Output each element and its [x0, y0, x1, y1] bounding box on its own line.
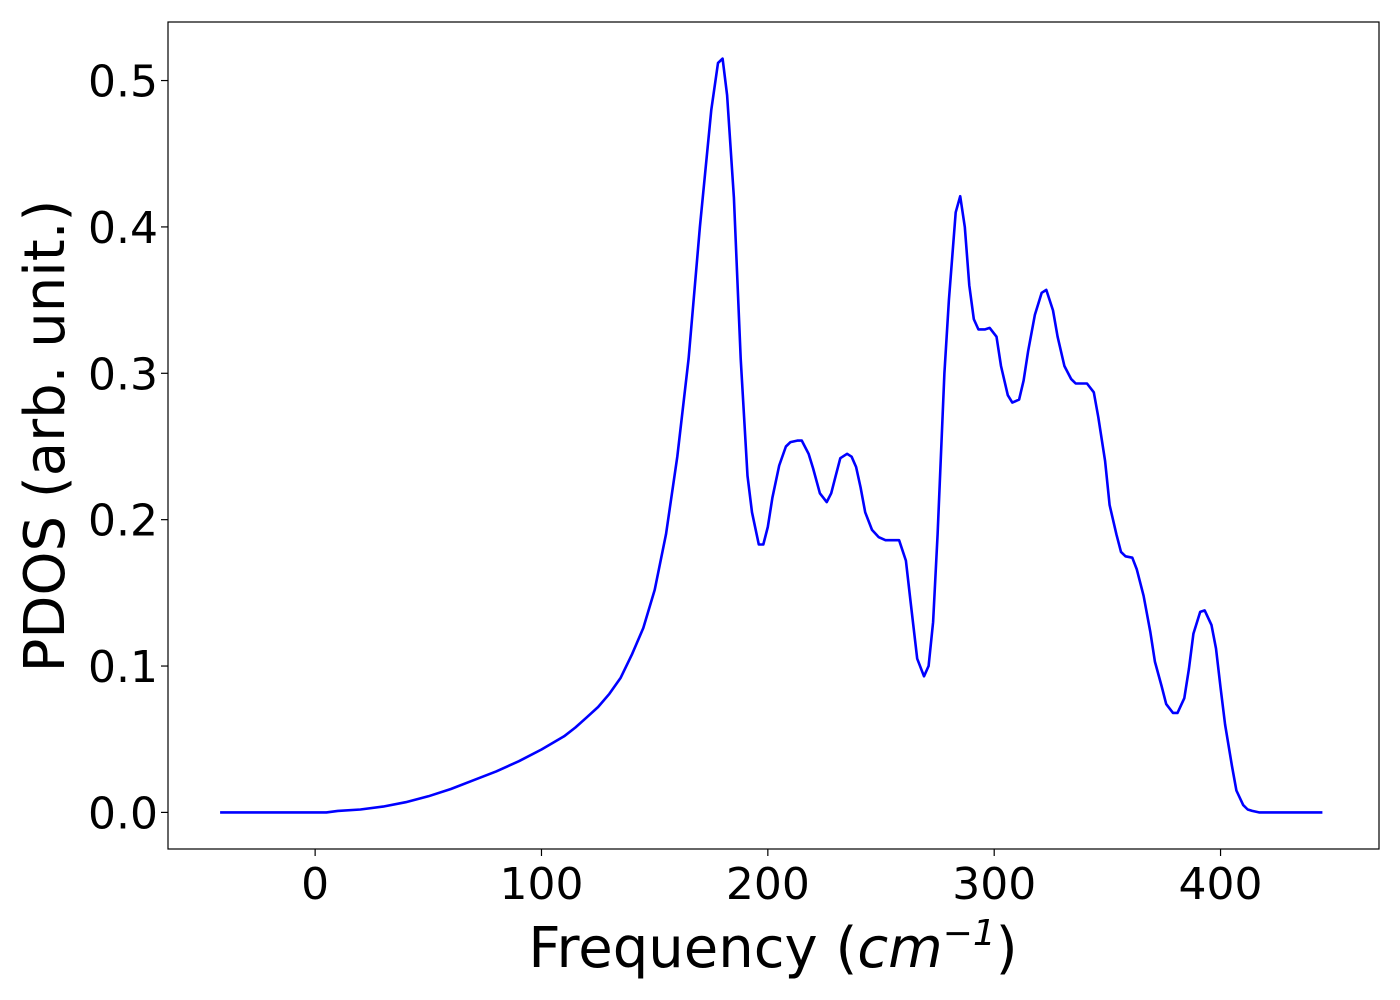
y-tick-label: 0.5	[88, 57, 158, 108]
x-tick-label: 400	[1179, 859, 1263, 910]
x-tick-label: 200	[726, 859, 810, 910]
x-tick-label: 300	[952, 859, 1036, 910]
y-tick-label: 0.2	[88, 496, 158, 547]
x-tick-label: 0	[301, 859, 329, 910]
x-tick-label: 100	[499, 859, 583, 910]
x-axis: 0 100 200 300 400	[301, 849, 1263, 910]
y-tick-label: 0.0	[88, 788, 158, 839]
y-tick-label: 0.4	[88, 203, 158, 254]
x-axis-label: Frequency (cm−1)	[528, 913, 1017, 981]
axes-frame	[167, 21, 1380, 850]
plot-area	[220, 57, 1323, 814]
pdos-series-line-0	[220, 57, 1323, 814]
y-axis: 0.0 0.1 0.2 0.3 0.4 0.5	[88, 57, 168, 839]
y-tick-label: 0.1	[88, 642, 158, 693]
y-tick-label: 0.3	[88, 349, 158, 400]
x-axis-label-text: Frequency	[528, 916, 817, 981]
x-axis-unit-base: cm	[857, 916, 942, 981]
x-axis-unit-exponent: −1	[943, 913, 996, 954]
y-axis-label: PDOS (arb. unit.)	[13, 200, 78, 673]
